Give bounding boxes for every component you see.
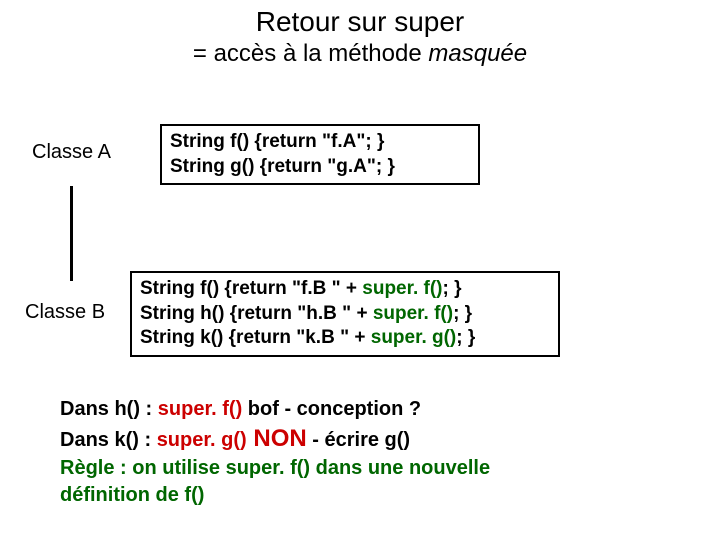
- inheritance-line: [70, 186, 73, 281]
- c2c: NON: [247, 425, 307, 452]
- commentary-line1: Dans h() : super. f() bof - conception ?: [60, 396, 680, 423]
- b-l3-pre: String k() {return "k.B " +: [140, 327, 371, 348]
- subtitle-italic: masquée: [428, 40, 527, 67]
- page-subtitle: = accès à la méthode masquée: [0, 40, 720, 68]
- class-a-label: Classe A: [32, 141, 111, 164]
- c2a: Dans k() :: [60, 429, 157, 451]
- class-a-line2: String g() {return "g.A"; }: [170, 155, 470, 180]
- c3c: définition de f(): [60, 484, 204, 506]
- page-title: Retour sur super: [0, 6, 720, 38]
- c3a: Règle :: [60, 457, 132, 479]
- c1a: Dans h() :: [60, 398, 158, 420]
- b-l2-pre: String h() {return "h.B " +: [140, 303, 373, 324]
- c1b: super. f(): [158, 398, 242, 420]
- b-l2-super: super. f(): [373, 303, 453, 324]
- b-l1-pre: String f() {return "f.B " +: [140, 278, 362, 299]
- b-l1-post: ; }: [443, 278, 462, 299]
- class-b-line1: String f() {return "f.B " + super. f(); …: [140, 277, 550, 302]
- c1c: bof - conception ?: [242, 398, 421, 420]
- commentary-line4: définition de f(): [60, 482, 680, 509]
- b-l3-post: ; }: [456, 327, 475, 348]
- class-b-line2: String h() {return "h.B " + super. f(); …: [140, 302, 550, 327]
- commentary-block: Dans h() : super. f() bof - conception ?…: [60, 396, 680, 509]
- class-b-code-box: String f() {return "f.B " + super. f(); …: [130, 271, 560, 357]
- class-b-label: Classe B: [25, 301, 105, 324]
- c3b: on utilise super. f() dans une nouvelle: [132, 457, 490, 479]
- class-a-code-box: String f() {return "f.A"; } String g() {…: [160, 124, 480, 185]
- b-l2-post: ; }: [453, 303, 472, 324]
- c2b: super. g(): [157, 429, 247, 451]
- commentary-line2: Dans k() : super. g() NON - écrire g(): [60, 423, 680, 455]
- class-a-line1: String f() {return "f.A"; }: [170, 130, 470, 155]
- subtitle-prefix: = accès à la méthode: [193, 40, 428, 67]
- b-l1-super: super. f(): [362, 278, 442, 299]
- commentary-line3: Règle : on utilise super. f() dans une n…: [60, 455, 680, 482]
- class-b-line3: String k() {return "k.B " + super. g(); …: [140, 326, 550, 351]
- c2d: - écrire g(): [307, 429, 410, 451]
- b-l3-super: super. g(): [371, 327, 457, 348]
